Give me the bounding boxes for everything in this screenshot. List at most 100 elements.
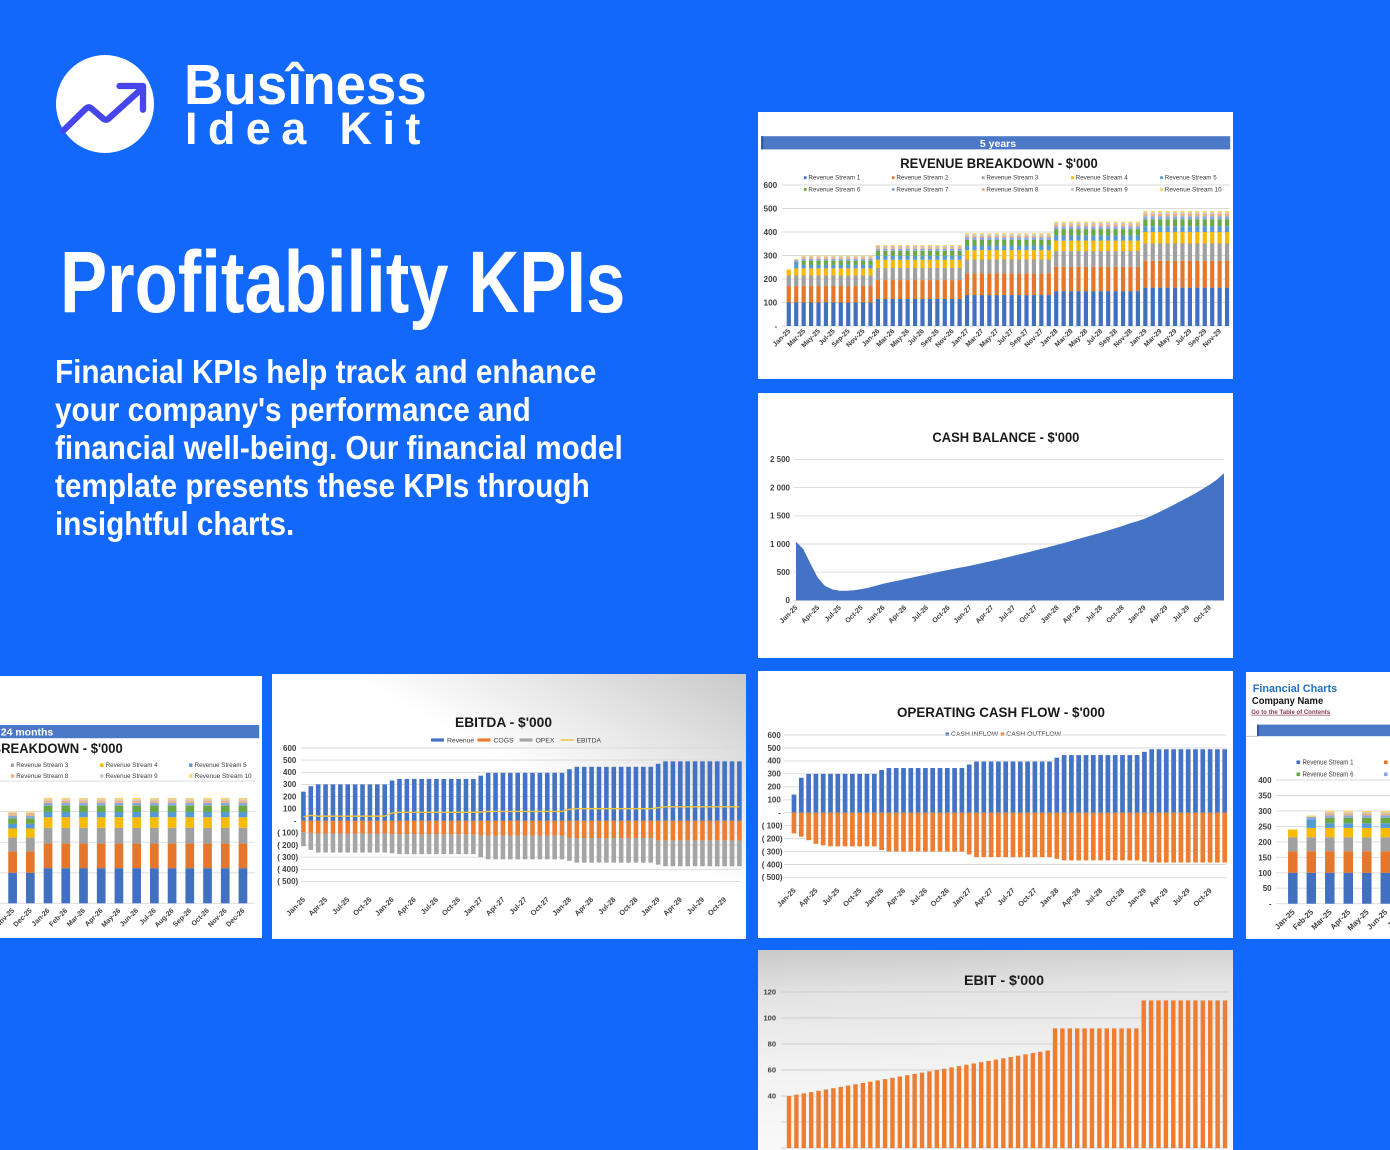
svg-text:Jan-25: Jan-25	[779, 604, 800, 625]
svg-text:Jul-26: Jul-26	[419, 895, 440, 916]
svg-text:Oct-29: Oct-29	[706, 895, 728, 917]
svg-text:Jul-26: Jul-26	[908, 886, 929, 907]
svg-text:Jan-28: Jan-28	[1038, 886, 1061, 909]
svg-text:Revenue Stream 10: Revenue Stream 10	[195, 773, 252, 780]
svg-text:100: 100	[764, 298, 778, 307]
svg-text:Apr-26: Apr-26	[884, 886, 907, 909]
svg-text:EBIT - $'000: EBIT - $'000	[964, 973, 1044, 989]
svg-text:EBITDA - $'000: EBITDA - $'000	[455, 715, 552, 731]
svg-text:Jul-29: Jul-29	[1172, 604, 1191, 623]
svg-text:Apr-25: Apr-25	[797, 886, 820, 909]
svg-text:Oct-28: Oct-28	[617, 895, 639, 917]
svg-text:Revenue Stream 8: Revenue Stream 8	[986, 186, 1038, 193]
svg-text:CASH BALANCE - $'000: CASH BALANCE - $'000	[932, 430, 1079, 446]
svg-text:( 200): ( 200)	[762, 834, 783, 843]
svg-text:Jan-26: Jan-26	[31, 907, 52, 928]
svg-text:Oct-28: Oct-28	[1104, 886, 1126, 908]
svg-text:Revenue Stream 4: Revenue Stream 4	[106, 762, 158, 769]
svg-text:Revenue Stream 5: Revenue Stream 5	[195, 762, 247, 769]
svg-text:Revenue: Revenue	[447, 738, 474, 745]
svg-text:Nov-26: Nov-26	[207, 907, 229, 929]
svg-text:Revenue Stream 7: Revenue Stream 7	[896, 186, 948, 193]
svg-text:Apr-27: Apr-27	[972, 886, 995, 909]
svg-text:400: 400	[764, 228, 778, 237]
svg-text:Apr-28: Apr-28	[1060, 886, 1083, 909]
svg-text:Go to the Table of Contents: Go to the Table of Contents	[1251, 709, 1330, 716]
svg-text:REVENUE BREAKDOWN - $'000: REVENUE BREAKDOWN - $'000	[0, 741, 123, 757]
svg-text:Jul-28: Jul-28	[596, 895, 617, 916]
svg-text:Jul-28: Jul-28	[1083, 886, 1104, 907]
svg-text:OPERATING CASH FLOW - $'000: OPERATING CASH FLOW - $'000	[897, 705, 1105, 721]
svg-text:Jul-25: Jul-25	[824, 604, 843, 623]
svg-text:Jan-25: Jan-25	[284, 895, 307, 918]
svg-text:2 500: 2 500	[770, 455, 791, 464]
svg-text:( 400): ( 400)	[762, 860, 783, 869]
svg-text:300: 300	[767, 770, 781, 779]
svg-text:0: 0	[786, 596, 791, 605]
svg-text:Apr-26: Apr-26	[888, 604, 909, 625]
svg-text:Oct-25: Oct-25	[351, 895, 373, 917]
svg-text:300: 300	[764, 251, 778, 260]
svg-text:( 500): ( 500)	[277, 877, 298, 886]
svg-text:500: 500	[767, 744, 781, 753]
svg-text:Apr-29: Apr-29	[1149, 604, 1170, 625]
svg-text:Revenue Stream 1: Revenue Stream 1	[1303, 759, 1354, 766]
svg-text:Oct-25: Oct-25	[841, 886, 863, 908]
svg-text:Oct-25: Oct-25	[844, 604, 864, 624]
svg-text:Apr-29: Apr-29	[661, 895, 684, 918]
svg-text:Sep-26: Sep-26	[172, 907, 193, 928]
svg-text:Apr-27: Apr-27	[484, 895, 507, 918]
svg-text:Jul-29: Jul-29	[1171, 886, 1192, 907]
svg-text:Jun-25: Jun-25	[1365, 907, 1390, 932]
svg-text:Revenue Stream 6: Revenue Stream 6	[1303, 771, 1354, 778]
svg-text:Jul-28: Jul-28	[1085, 604, 1104, 623]
svg-text:Oct-29: Oct-29	[1193, 604, 1213, 624]
svg-text:COGS: COGS	[494, 738, 514, 745]
svg-text:Revenue Stream 6: Revenue Stream 6	[808, 186, 860, 193]
svg-text:Jan-26: Jan-26	[373, 895, 396, 918]
svg-text:600: 600	[767, 731, 781, 740]
svg-text:Apr-28: Apr-28	[1062, 604, 1083, 625]
svg-text:Revenue Stream 9: Revenue Stream 9	[106, 773, 158, 780]
svg-text:600: 600	[764, 181, 778, 190]
svg-text:100: 100	[283, 805, 297, 814]
svg-text:Oct-26: Oct-26	[440, 895, 462, 917]
svg-text:500: 500	[283, 756, 297, 765]
svg-text:Dec-26: Dec-26	[225, 907, 246, 928]
svg-text:Oct-29: Oct-29	[1191, 886, 1213, 908]
svg-text:Jul-26: Jul-26	[911, 604, 930, 623]
svg-text:-: -	[778, 809, 781, 818]
svg-text:Revenue Stream 3: Revenue Stream 3	[986, 175, 1038, 182]
svg-text:350: 350	[1258, 792, 1272, 801]
svg-text:300: 300	[283, 780, 297, 789]
svg-text:( 500): ( 500)	[762, 873, 783, 882]
svg-text:Jul-27: Jul-27	[507, 895, 528, 916]
svg-text:100: 100	[1258, 869, 1272, 878]
svg-text:OPEX: OPEX	[536, 738, 555, 745]
svg-text:( 300): ( 300)	[762, 847, 783, 856]
svg-text:Jan-28: Jan-28	[1040, 604, 1061, 625]
svg-text:1 000: 1 000	[770, 540, 791, 549]
svg-text:40: 40	[768, 1092, 776, 1101]
svg-text:REVENUE BREAKDOWN - $'000: REVENUE BREAKDOWN - $'000	[900, 156, 1098, 172]
svg-text:Revenue Stream 1: Revenue Stream 1	[808, 175, 860, 182]
svg-text:Jun-26: Jun-26	[119, 907, 140, 928]
svg-text:( 100): ( 100)	[277, 829, 298, 838]
svg-text:500: 500	[764, 204, 778, 213]
svg-text:Mar-26: Mar-26	[66, 907, 87, 928]
svg-text:( 100): ( 100)	[762, 821, 783, 830]
svg-text:Apr-27: Apr-27	[975, 604, 996, 625]
svg-text:Jan-25: Jan-25	[775, 886, 798, 909]
svg-text:500: 500	[777, 568, 791, 577]
svg-text:80: 80	[768, 1040, 776, 1049]
svg-text:Apr-26: Apr-26	[395, 895, 418, 918]
svg-text:2 000: 2 000	[770, 483, 791, 492]
svg-text:300: 300	[1258, 807, 1272, 816]
svg-text:Jan-26: Jan-26	[866, 604, 887, 625]
svg-text:Jan-29: Jan-29	[1127, 604, 1148, 625]
svg-text:200: 200	[283, 792, 297, 801]
svg-text:600: 600	[283, 744, 297, 753]
svg-text:-: -	[774, 322, 777, 331]
svg-text:( 300): ( 300)	[277, 853, 298, 862]
svg-text:Oct-27: Oct-27	[528, 895, 550, 917]
